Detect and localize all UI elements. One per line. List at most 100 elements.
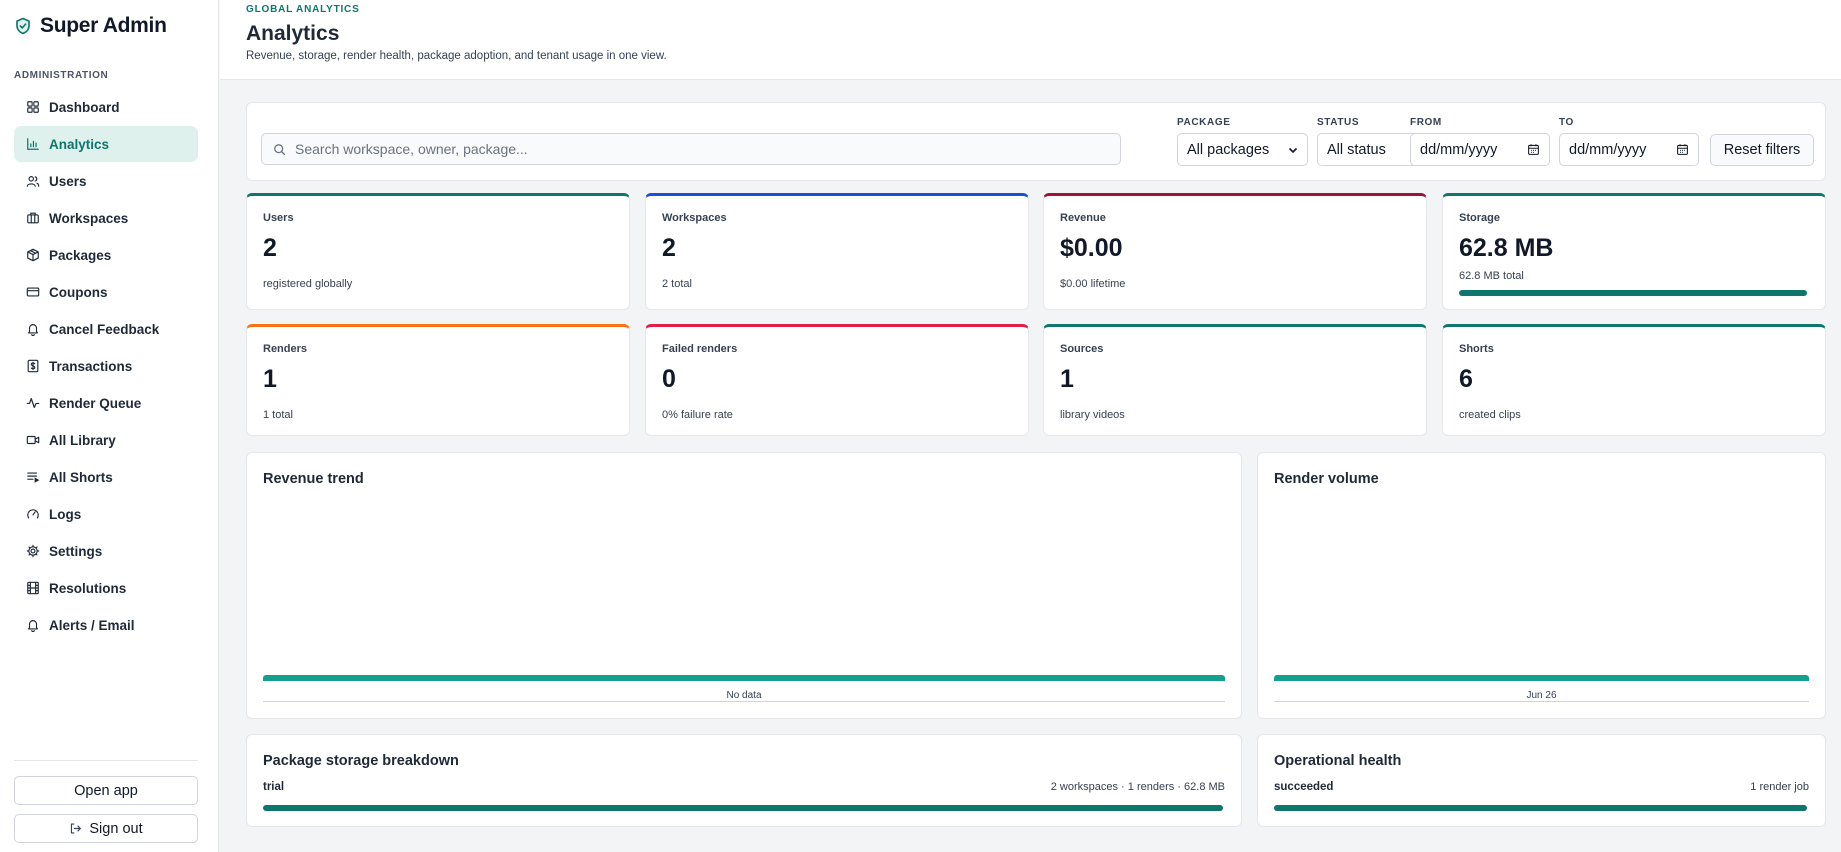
search-icon (274, 143, 286, 155)
search-input[interactable] (295, 141, 1095, 157)
brand-title: Super Admin (40, 14, 167, 37)
calendar-icon (1677, 144, 1688, 155)
package-detail: 2 workspaces · 1 renders · 62.8 MB (1050, 781, 1225, 793)
open-app-label: Open app (74, 782, 138, 799)
sidebar-item-resolutions[interactable]: Resolutions (14, 570, 198, 606)
sidebar-item-alerts-email[interactable]: Alerts / Email (14, 607, 198, 643)
sidebar-item-settings[interactable]: Settings (14, 533, 198, 569)
sidebar-item-dashboard[interactable]: Dashboard (14, 89, 198, 125)
stat-value: 62.8 MB (1459, 234, 1554, 262)
package-share-bar (263, 805, 1223, 811)
stat-label: Workspaces (662, 212, 727, 224)
sign-out-button[interactable]: Sign out (14, 814, 198, 843)
stat-sub: library videos (1060, 409, 1125, 421)
from-date-input[interactable]: dd/mm/yyyy (1410, 133, 1550, 166)
chart-x-label: Jun 26 (1526, 690, 1557, 701)
bar-chart-icon (27, 138, 39, 150)
status-select-value: All status (1327, 141, 1386, 158)
package-select[interactable]: All packages (1177, 133, 1308, 166)
video-icon (26, 435, 40, 445)
render-volume-panel: Render volume Jun 26 (1257, 452, 1826, 719)
stat-card-renders: Renders 1 1 total (246, 324, 630, 436)
sidebar-item-workspaces[interactable]: Workspaces (14, 200, 198, 236)
stat-value: 6 (1459, 365, 1473, 393)
sidebar-item-label: All Library (49, 432, 116, 448)
reset-filters-button[interactable]: Reset filters (1710, 134, 1814, 166)
sidebar-item-label: Alerts / Email (49, 617, 135, 633)
package-filter-label: PACKAGE (1177, 117, 1231, 128)
sidebar-item-all-shorts[interactable]: All Shorts (14, 459, 198, 495)
sidebar-item-label: Settings (49, 543, 103, 559)
stat-value: 0 (662, 365, 676, 393)
stat-label: Revenue (1060, 212, 1106, 224)
operational-health-panel: Operational health succeeded 1 render jo… (1257, 734, 1826, 827)
film-icon (27, 581, 39, 595)
search-box[interactable] (261, 133, 1121, 165)
stat-sub: 62.8 MB total (1459, 270, 1524, 282)
revenue-trend-bar (263, 675, 1225, 681)
chart-x-label: No data (726, 690, 762, 701)
sidebar-item-users[interactable]: Users (14, 163, 198, 199)
sidebar-item-cancel-feedback[interactable]: Cancel Feedback (14, 311, 198, 347)
stat-sub: $0.00 lifetime (1060, 278, 1126, 290)
sidebar-item-all-library[interactable]: All Library (14, 422, 198, 458)
sidebar-item-label: Users (49, 173, 87, 189)
sidebar-item-coupons[interactable]: Coupons (14, 274, 198, 310)
stat-sub: registered globally (263, 278, 353, 290)
bell-icon (28, 620, 38, 632)
sidebar-item-label: All Shorts (49, 469, 113, 485)
sidebar-item-label: Dashboard (49, 99, 120, 115)
page-title: Analytics (246, 22, 340, 45)
stat-sub: 1 total (263, 409, 293, 421)
health-share-bar (1274, 805, 1807, 811)
stat-card-shorts: Shorts 6 created clips (1442, 324, 1826, 436)
panel-title: Package storage breakdown (263, 753, 459, 769)
gear-icon (26, 544, 40, 558)
page-eyebrow: GLOBAL ANALYTICS (246, 4, 360, 15)
health-status-detail: 1 render job (1750, 781, 1809, 793)
filters-bar: PACKAGE All packages STATUS All status F… (246, 102, 1826, 181)
to-date-input[interactable]: dd/mm/yyyy (1559, 133, 1699, 166)
logout-icon (71, 823, 82, 834)
from-date-value: dd/mm/yyyy (1420, 141, 1498, 158)
stat-sub: 0% failure rate (662, 409, 733, 421)
stat-value: 2 (263, 234, 277, 262)
page-subtitle: Revenue, storage, render health, package… (246, 50, 667, 62)
gauge-icon (27, 509, 39, 519)
panel-title: Revenue trend (263, 471, 364, 487)
from-date-label: FROM (1410, 117, 1442, 128)
stat-value: 2 (662, 234, 676, 262)
sidebar-nav: Dashboard Analytics Users Workspaces Pac… (14, 89, 198, 644)
briefcase-icon (27, 212, 39, 224)
stat-label: Shorts (1459, 343, 1494, 355)
sidebar-item-label: Logs (49, 506, 82, 522)
sidebar-item-transactions[interactable]: Transactions (14, 348, 198, 384)
stat-value: 1 (263, 365, 277, 393)
stat-card-workspaces: Workspaces 2 2 total (645, 193, 1029, 310)
stat-value: 1 (1060, 365, 1074, 393)
sidebar-item-analytics[interactable]: Analytics (14, 126, 198, 162)
stat-value: $0.00 (1060, 234, 1123, 262)
sidebar-item-packages[interactable]: Packages (14, 237, 198, 273)
users-icon (26, 176, 40, 187)
sidebar-divider (14, 760, 198, 761)
sidebar-item-label: Cancel Feedback (49, 321, 160, 337)
stat-label: Users (263, 212, 294, 224)
panel-title: Operational health (1274, 753, 1402, 769)
open-app-button[interactable]: Open app (14, 776, 198, 805)
health-status-name: succeeded (1274, 781, 1334, 793)
sign-out-label: Sign out (89, 820, 143, 837)
sidebar-item-label: Packages (49, 247, 112, 263)
sidebar-item-logs[interactable]: Logs (14, 496, 198, 532)
dollar-icon (27, 359, 39, 373)
revenue-trend-panel: Revenue trend No data (246, 452, 1242, 719)
stat-label: Renders (263, 343, 308, 355)
sidebar-item-render-queue[interactable]: Render Queue (14, 385, 198, 421)
status-filter-label: STATUS (1317, 117, 1360, 128)
chart-axis (1274, 701, 1809, 702)
sidebar-item-label: Transactions (49, 358, 133, 374)
package-select-value: All packages (1187, 141, 1270, 158)
stat-label: Storage (1459, 212, 1500, 224)
chevron-down-icon (1288, 147, 1298, 153)
list-play-icon (27, 472, 40, 483)
